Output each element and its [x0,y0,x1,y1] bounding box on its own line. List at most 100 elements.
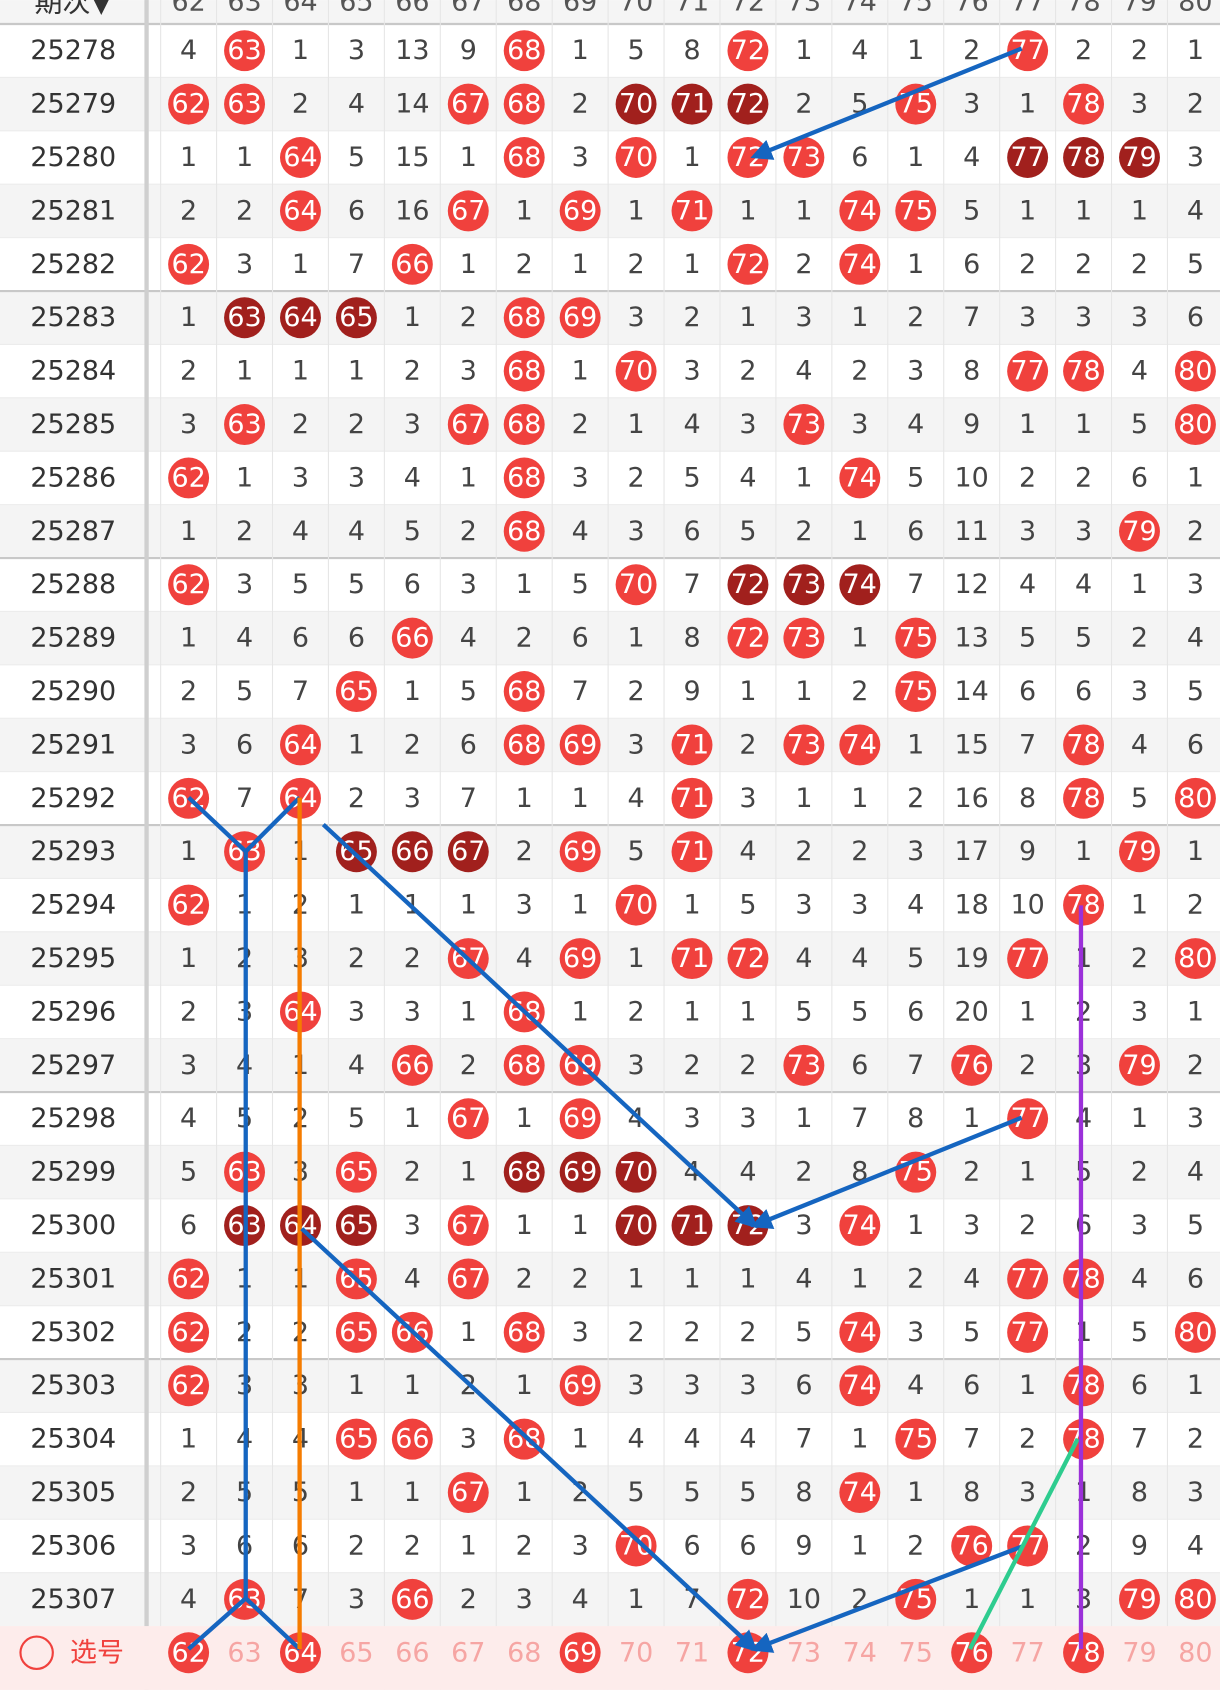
ball-number: 68 [507,89,541,120]
ball-number: 70 [619,569,653,600]
miss-count: 5 [907,943,924,974]
miss-count: 2 [1075,996,1092,1027]
miss-count: 3 [516,1584,533,1615]
miss-count: 15 [395,142,429,173]
miss-count: 1 [180,1424,197,1455]
header-number: 68 [507,0,541,18]
ball [727,30,769,72]
miss-count: 1 [572,356,589,387]
ball [503,297,545,339]
miss-count: 3 [180,409,197,440]
ball-number: 74 [843,729,877,760]
miss-count: 6 [180,1210,197,1241]
ball [839,1311,881,1353]
miss-count: 6 [236,729,253,760]
ball-number: 67 [451,409,485,440]
header-number: 79 [1122,0,1156,18]
header-number: 75 [899,0,933,18]
ball-number: 75 [899,676,933,707]
ball [839,1205,881,1247]
ball-number: 68 [507,676,541,707]
ball [615,1151,657,1193]
ball [615,83,657,125]
ball-number: 65 [339,1210,373,1241]
row-bg [0,718,1220,772]
miss-count: 2 [180,195,197,226]
miss-count: 1 [1187,996,1204,1027]
ball-number: 74 [843,1210,877,1241]
ball-number: 68 [507,409,541,440]
miss-count: 2 [572,409,589,440]
header-number: 78 [1066,0,1100,18]
ball-number: 74 [843,569,877,600]
ball [391,1044,433,1086]
miss-count: 6 [1187,302,1204,333]
miss-count: 16 [955,783,989,814]
miss-count: 4 [851,35,868,66]
miss-count: 6 [1187,729,1204,760]
miss-count: 16 [395,195,429,226]
issue: 25284 [30,356,116,387]
miss-count: 3 [628,302,645,333]
ball-number: 68 [507,729,541,760]
miss-count: 71 [675,1637,709,1668]
miss-count: 2 [1131,249,1148,280]
miss-count: 5 [683,1477,700,1508]
ball-number: 74 [843,195,877,226]
miss-count: 11 [955,516,989,547]
miss-count: 1 [404,676,421,707]
miss-count: 12 [955,569,989,600]
ball-number: 73 [787,409,821,440]
miss-count: 2 [180,1477,197,1508]
miss-count: 14 [395,89,429,120]
miss-count: 4 [1187,195,1204,226]
miss-count: 2 [460,516,477,547]
miss-count: 1 [292,249,309,280]
issue: 25292 [30,783,116,814]
miss-count: 1 [683,249,700,280]
miss-count: 3 [739,783,756,814]
miss-count: 10 [955,462,989,493]
miss-count: 2 [628,676,645,707]
miss-count: 2 [1019,1050,1036,1081]
ball-number: 76 [955,1050,989,1081]
ball-number: 78 [1066,356,1100,387]
miss-count: 3 [180,729,197,760]
miss-count: 3 [348,1584,365,1615]
miss-count: 4 [1131,356,1148,387]
ball-number: 62 [171,1263,205,1294]
ball [1063,724,1105,766]
ball [503,1044,545,1086]
ball-number: 62 [171,89,205,120]
miss-count: 3 [1131,1210,1148,1241]
miss-count: 8 [963,356,980,387]
miss-count: 2 [460,1050,477,1081]
miss-count: 7 [795,1424,812,1455]
miss-count: 3 [1019,302,1036,333]
miss-count: 1 [572,996,589,1027]
miss-count: 20 [955,996,989,1027]
select-radio [19,1635,54,1671]
select-label[interactable]: 选号 [70,1637,124,1668]
ball-number: 78 [1066,1637,1100,1668]
ball [839,724,881,766]
miss-count: 4 [572,516,589,547]
miss-count: 1 [404,302,421,333]
miss-count: 4 [1187,623,1204,654]
miss-count: 9 [1019,836,1036,867]
miss-count: 5 [1131,783,1148,814]
miss-count: 1 [460,249,477,280]
ball-number: 79 [1122,836,1156,867]
ball-number: 68 [507,1424,541,1455]
miss-count: 3 [572,1530,589,1561]
ball [168,564,210,606]
miss-count: 2 [795,89,812,120]
ball-number: 65 [339,1157,373,1188]
miss-count: 1 [292,356,309,387]
ball [727,1578,769,1620]
miss-count: 3 [1019,516,1036,547]
miss-count: 4 [572,1584,589,1615]
issue: 25304 [30,1424,116,1455]
miss-count: 2 [1019,249,1036,280]
